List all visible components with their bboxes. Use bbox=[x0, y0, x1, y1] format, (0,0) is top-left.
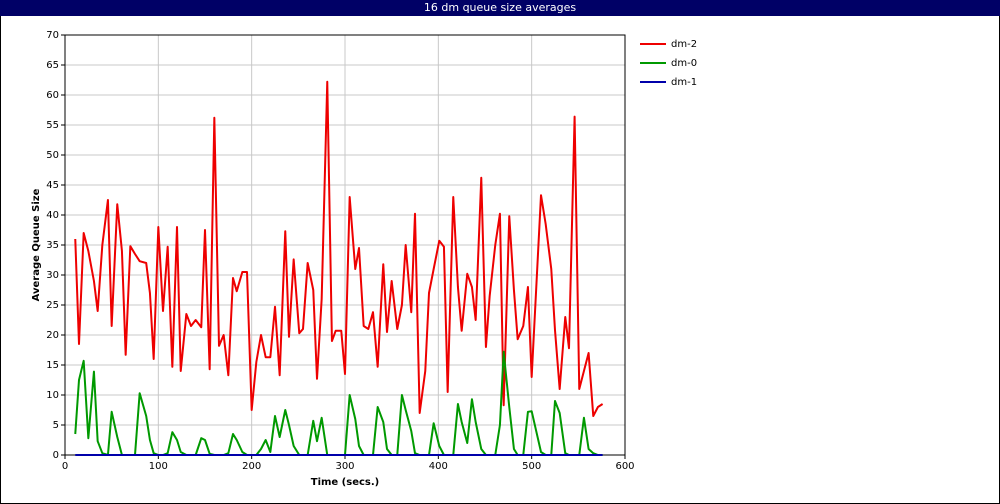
y-tick-label: 15 bbox=[46, 360, 59, 371]
y-tick-label: 40 bbox=[46, 210, 59, 221]
x-tick-label: 100 bbox=[149, 461, 168, 472]
x-tick-label: 300 bbox=[335, 461, 354, 472]
title-bar bbox=[0, 0, 1000, 16]
y-tick-label: 20 bbox=[46, 330, 59, 341]
y-tick-label: 55 bbox=[46, 120, 59, 131]
x-tick-label: 400 bbox=[429, 461, 448, 472]
series-line bbox=[74, 80, 604, 417]
chart-title: 16 dm queue size averages bbox=[424, 1, 577, 14]
x-tick-label: 500 bbox=[522, 461, 541, 472]
legend-label: dm-2 bbox=[671, 39, 697, 50]
x-tick-label: 200 bbox=[242, 461, 261, 472]
y-tick-label: 45 bbox=[46, 180, 59, 191]
legend-label: dm-1 bbox=[671, 77, 697, 88]
x-tick-label: 0 bbox=[62, 461, 68, 472]
y-tick-label: 5 bbox=[53, 420, 59, 431]
y-tick-label: 60 bbox=[46, 90, 59, 101]
y-tick-label: 10 bbox=[46, 390, 59, 401]
y-tick-label: 25 bbox=[46, 300, 59, 311]
x-axis-label: Time (secs.) bbox=[311, 477, 380, 488]
y-tick-label: 0 bbox=[53, 450, 59, 461]
y-tick-label: 50 bbox=[46, 150, 59, 161]
y-axis-label: Average Queue Size bbox=[31, 188, 42, 301]
y-tick-label: 30 bbox=[46, 270, 59, 281]
y-tick-label: 65 bbox=[46, 60, 59, 71]
y-tick-label: 35 bbox=[46, 240, 59, 251]
x-tick-label: 600 bbox=[615, 461, 634, 472]
y-tick-label: 70 bbox=[46, 30, 59, 41]
legend-label: dm-0 bbox=[671, 58, 697, 69]
